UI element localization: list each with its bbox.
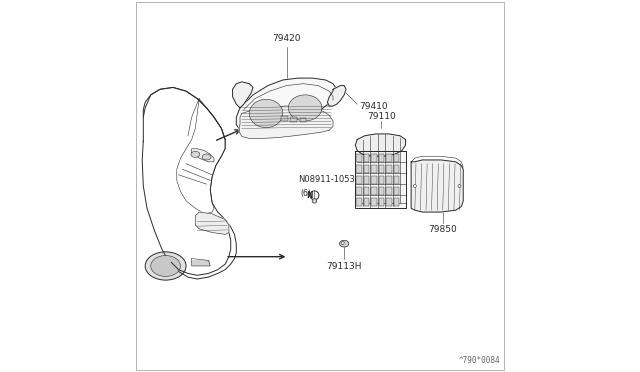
- Ellipse shape: [340, 240, 349, 247]
- Circle shape: [413, 185, 417, 187]
- Polygon shape: [239, 106, 333, 138]
- Bar: [386, 154, 392, 162]
- Bar: [371, 176, 377, 184]
- Polygon shape: [328, 86, 346, 106]
- Bar: [394, 187, 399, 195]
- Ellipse shape: [202, 154, 211, 160]
- Bar: [364, 176, 369, 184]
- Bar: [364, 154, 369, 162]
- Text: ^790*0084: ^790*0084: [459, 356, 500, 365]
- Ellipse shape: [151, 256, 180, 276]
- Ellipse shape: [145, 252, 186, 280]
- Bar: [386, 165, 392, 173]
- Polygon shape: [195, 212, 229, 234]
- Bar: [364, 165, 369, 173]
- Text: 79850: 79850: [428, 225, 457, 234]
- Bar: [394, 198, 399, 206]
- Ellipse shape: [191, 151, 200, 157]
- Bar: [394, 165, 399, 173]
- Ellipse shape: [250, 99, 283, 128]
- Polygon shape: [232, 82, 253, 108]
- Bar: [371, 165, 377, 173]
- Text: 79110: 79110: [367, 112, 396, 121]
- Polygon shape: [411, 160, 463, 212]
- Polygon shape: [236, 78, 337, 132]
- Bar: [394, 154, 399, 162]
- Bar: [300, 118, 306, 122]
- Bar: [356, 187, 362, 195]
- Bar: [379, 187, 385, 195]
- Bar: [386, 198, 392, 206]
- Bar: [379, 198, 385, 206]
- Circle shape: [458, 185, 461, 187]
- Bar: [291, 117, 297, 122]
- Bar: [379, 154, 385, 162]
- Bar: [386, 187, 392, 195]
- Bar: [356, 165, 362, 173]
- Text: 79420: 79420: [272, 34, 301, 43]
- Polygon shape: [177, 99, 225, 214]
- Bar: [386, 176, 392, 184]
- Circle shape: [312, 199, 317, 203]
- Circle shape: [341, 241, 344, 244]
- Bar: [371, 198, 377, 206]
- Text: 79410: 79410: [359, 102, 388, 110]
- Bar: [394, 176, 399, 184]
- Text: N08911-10537: N08911-10537: [298, 175, 360, 184]
- Polygon shape: [142, 87, 236, 279]
- Ellipse shape: [289, 95, 322, 121]
- Polygon shape: [355, 134, 406, 156]
- Polygon shape: [355, 151, 406, 208]
- Polygon shape: [191, 149, 214, 162]
- Bar: [356, 176, 362, 184]
- Bar: [371, 154, 377, 162]
- Text: (6): (6): [300, 189, 311, 198]
- Bar: [281, 116, 287, 121]
- Bar: [356, 198, 362, 206]
- Bar: [356, 154, 362, 162]
- Bar: [364, 198, 369, 206]
- Bar: [364, 187, 369, 195]
- Bar: [379, 176, 385, 184]
- Text: 79113H: 79113H: [326, 262, 362, 271]
- Bar: [371, 187, 377, 195]
- Bar: [379, 165, 385, 173]
- Text: N: N: [307, 191, 313, 200]
